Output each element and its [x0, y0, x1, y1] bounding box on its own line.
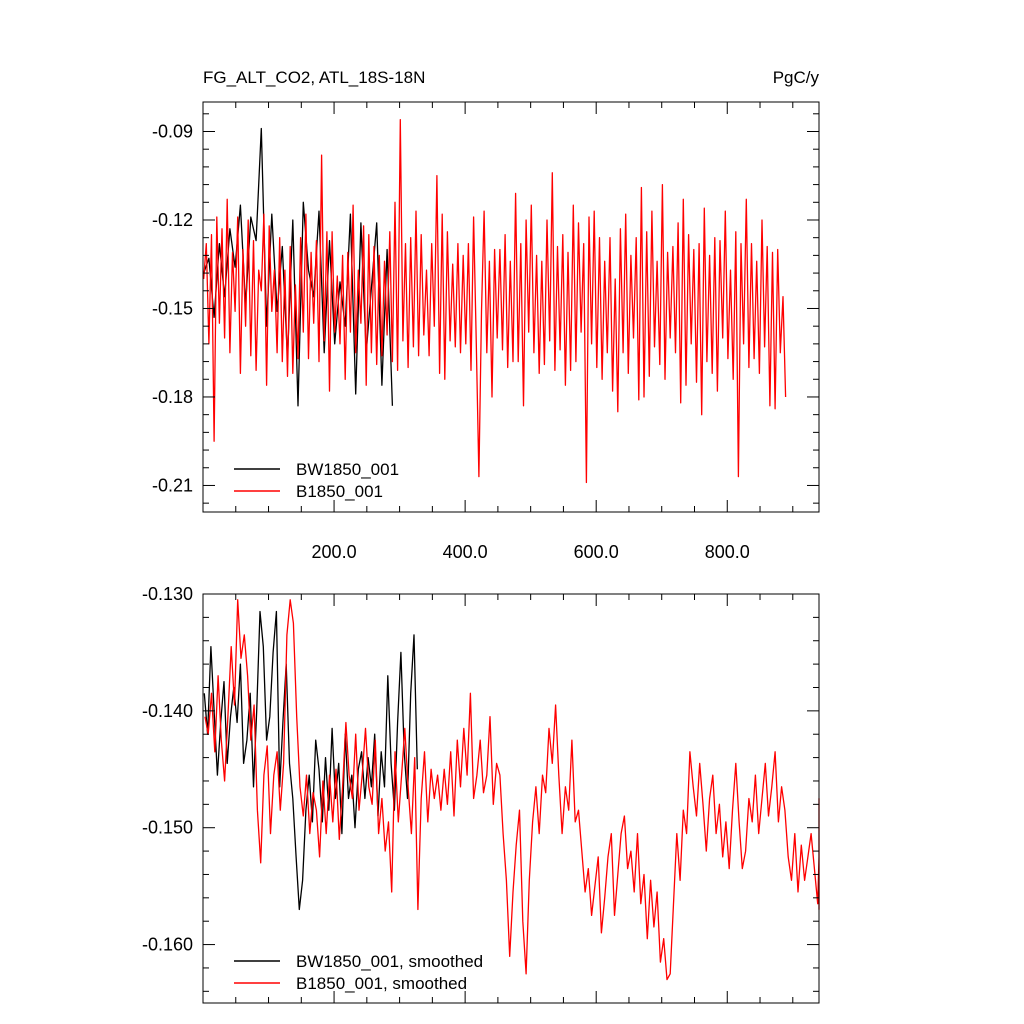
y-tick-label: -0.160 — [142, 935, 193, 955]
x-tick-label: 600.0 — [574, 542, 619, 562]
x-tick-label: 200.0 — [312, 542, 357, 562]
plot-frame — [202, 593, 820, 1004]
series-line-top-1 — [203, 119, 787, 484]
series-line-bottom-0 — [203, 610, 418, 911]
units-label: PgC/y — [773, 68, 820, 87]
bottom-panel: -0.130 -0.140 -0.150 -0.160 BW1850_001, smoo… — [142, 584, 820, 1004]
y-tick-label: -0.12 — [152, 210, 193, 230]
x-tick-label: 400.0 — [443, 542, 488, 562]
y-tick-label: -0.150 — [142, 818, 193, 838]
y-tick-label: -0.140 — [142, 701, 193, 721]
y-tick-label: -0.18 — [152, 387, 193, 407]
plot-frame — [202, 101, 820, 513]
y-tick-label: -0.09 — [152, 121, 193, 141]
y-tick-label: -0.130 — [142, 584, 193, 604]
top-panel: -0.09 -0.12 -0.15 -0.18 -0.21 200.0 400.0 600.0… — [152, 101, 820, 562]
y-tick-label: -0.15 — [152, 298, 193, 318]
legend-label: B1850_001, smoothed — [296, 974, 467, 993]
x-tick-label: 800.0 — [705, 542, 750, 562]
series-line-bottom-1 — [204, 599, 820, 981]
series-line-top-0 — [203, 127, 394, 407]
legend-label: BW1850_001, smoothed — [296, 952, 483, 971]
y-tick-label: -0.21 — [152, 475, 193, 495]
legend-label: B1850_001 — [296, 482, 383, 501]
chart-title: FG_ALT_CO2, ATL_18S-18N — [203, 68, 425, 87]
legend-label: BW1850_001 — [296, 460, 399, 479]
